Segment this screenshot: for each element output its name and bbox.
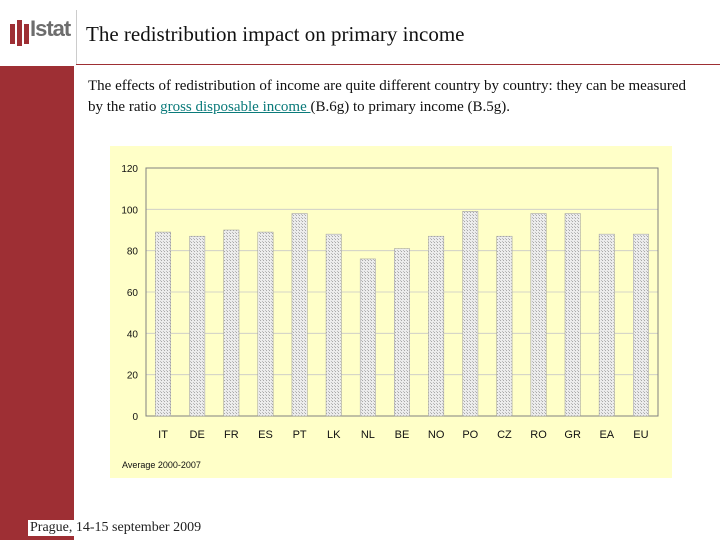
x-tick-label-be: BE (395, 429, 410, 441)
bar-be (394, 248, 410, 417)
bar-chart: 0 20 40 60 80 100 120 IT DE FR ES PT LK NL BE NO PO CZ RO… (121, 164, 659, 470)
x-tick-label-gr: GR (564, 429, 581, 441)
x-tick-label-ea: EA (599, 429, 614, 441)
bar-it (155, 231, 171, 417)
bar-cz (496, 235, 513, 417)
istat-logo-icon (10, 20, 29, 46)
intro-paragraph: The effects of redistribution of income … (88, 76, 688, 118)
x-tick-label-po: PO (462, 429, 478, 441)
x-tick-label-lk: LK (327, 429, 341, 441)
bar-nl (359, 258, 376, 417)
x-tick-label-pt: PT (293, 429, 307, 441)
bar-series (155, 211, 649, 417)
logo-bar-3 (24, 24, 29, 44)
logo-bar-2 (17, 20, 22, 46)
x-tick-label-cz: CZ (497, 429, 512, 441)
bar-eu (633, 233, 649, 417)
sidebar-band (0, 66, 74, 540)
x-tick-label-no: NO (428, 429, 445, 441)
title-underline (76, 64, 720, 65)
intro-text-before: The effects of redistribution of income … (88, 78, 686, 115)
footer-text: Prague, 14-15 september 2009 (28, 520, 204, 536)
chart-container: 0 20 40 60 80 100 120 IT DE FR ES PT LK NL BE NO PO CZ RO… (110, 146, 672, 478)
intro-text-after: (B.6g) to primary income (B.5g). (310, 99, 511, 115)
logo-text: Istat (30, 16, 71, 41)
y-tick-label: 40 (127, 329, 139, 340)
bar-no (428, 235, 445, 417)
bar-gr (564, 213, 581, 417)
y-tick-label: 0 (132, 412, 138, 423)
y-axis-ticks: 0 20 40 60 80 100 120 (121, 164, 138, 423)
y-tick-label: 80 (127, 247, 139, 258)
bar-ea (598, 233, 615, 417)
x-tick-label-fr: FR (224, 429, 239, 441)
page-title: The redistribution impact on primary inc… (86, 22, 465, 46)
bar-fr (223, 229, 240, 417)
y-tick-label: 60 (127, 288, 139, 299)
x-tick-label-de: DE (190, 429, 205, 441)
x-tick-label-eu: EU (633, 429, 648, 441)
bar-de (189, 235, 206, 417)
x-tick-label-es: ES (258, 429, 273, 441)
bar-es (257, 231, 274, 417)
x-tick-label-it: IT (158, 429, 168, 441)
bar-pt (291, 213, 308, 417)
x-tick-label-ro: RO (530, 429, 547, 441)
x-tick-label-nl: NL (361, 429, 375, 441)
bar-po (462, 211, 479, 417)
gross-disposable-income-link[interactable]: gross disposable income (160, 99, 311, 115)
logo-bar-1 (10, 24, 15, 44)
bar-lk (325, 233, 342, 417)
x-axis-ticks: IT DE FR ES PT LK NL BE NO PO CZ RO GR EA EU (158, 429, 648, 441)
y-tick-label: 100 (121, 205, 138, 216)
y-tick-label: 20 (127, 371, 139, 382)
chart-annotation: Average 2000-2007 (122, 460, 201, 470)
y-tick-label: 120 (121, 164, 138, 175)
bar-ro (530, 213, 547, 417)
title-divider (76, 10, 77, 64)
